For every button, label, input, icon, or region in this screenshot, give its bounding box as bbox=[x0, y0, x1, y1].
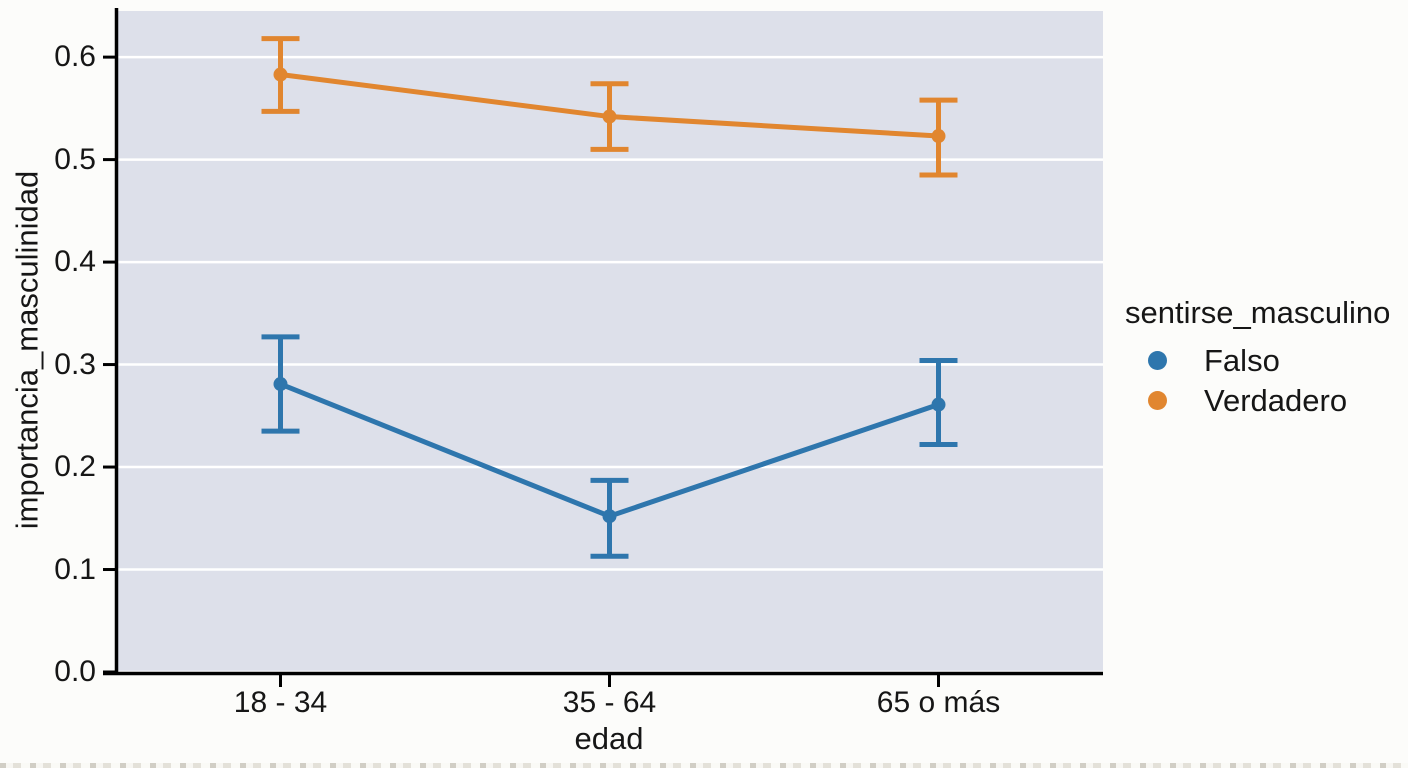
data-point bbox=[931, 129, 946, 144]
legend-marker-verdadero-icon bbox=[1148, 390, 1167, 410]
series-falso bbox=[261, 334, 958, 559]
data-point bbox=[273, 67, 288, 82]
tick-marks bbox=[103, 55, 940, 687]
y-tick-label: 0.5 bbox=[54, 142, 96, 176]
y-tick-label: 0.3 bbox=[54, 347, 96, 381]
y-axis-label: importancia_masculinidad bbox=[9, 170, 45, 530]
legend-title: sentirse_masculino bbox=[1125, 295, 1391, 330]
series-verdadero bbox=[261, 36, 958, 178]
legend-item-falso: Falso bbox=[1118, 340, 1390, 380]
legend-label-verdadero: Verdadero bbox=[1204, 382, 1348, 418]
y-tick-label: 0.1 bbox=[54, 552, 96, 586]
data-point bbox=[931, 397, 946, 412]
x-tick-label: 35 - 64 bbox=[562, 686, 657, 719]
legend-marker-falso-icon bbox=[1148, 350, 1167, 370]
data-point bbox=[602, 509, 617, 524]
scan-artifact bbox=[0, 763, 1408, 768]
legend: sentirse_masculino Falso Verdadero bbox=[1118, 297, 1390, 420]
y-tick-label: 0.6 bbox=[54, 40, 96, 74]
legend-item-verdadero: Verdadero bbox=[1118, 380, 1390, 420]
y-tick-label: 0.2 bbox=[54, 450, 96, 484]
x-axis-label: edad bbox=[574, 721, 644, 756]
x-tick-label: 18 - 34 bbox=[233, 686, 328, 719]
axis-spines bbox=[103, 8, 1103, 676]
x-tick-label: 65 o más bbox=[876, 686, 1001, 719]
data-point bbox=[273, 377, 288, 392]
y-tick-label: 0.0 bbox=[54, 655, 96, 688]
data-point bbox=[602, 109, 617, 124]
y-tick-label: 0.4 bbox=[54, 245, 96, 279]
legend-label-falso: Falso bbox=[1204, 342, 1280, 378]
